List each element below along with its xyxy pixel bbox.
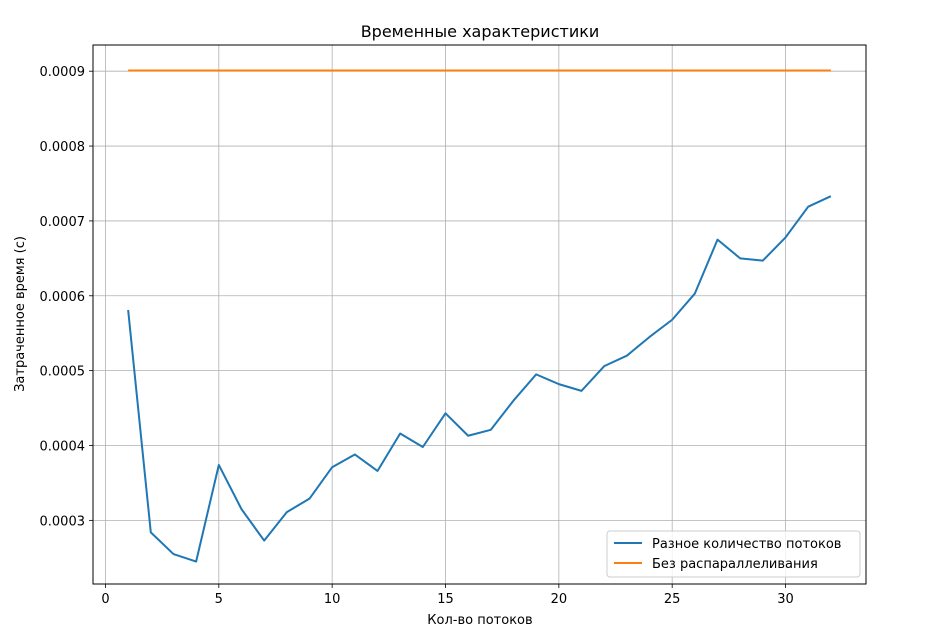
y-tick-label: 0.0003 [40,514,86,529]
legend-label-series-1: Без распараллеливания [652,557,818,572]
y-tick-label: 0.0006 [40,290,86,305]
x-tick-label: 20 [551,592,568,607]
x-tick-label: 30 [777,592,794,607]
y-tick-label: 0.0007 [40,215,86,230]
x-axis-label: Кол-во потоков [427,613,532,628]
y-tick-label: 0.0008 [40,140,86,155]
y-tick-label: 0.0004 [40,440,86,455]
axis-ticks: 0 5 10 15 20 25 30 0.0003 0.0004 0.0005 0.0006 0.00… [40,65,794,607]
y-tick-label: 0.0005 [40,365,86,380]
chart-title: Временные характеристики [361,22,600,41]
legend-box [606,530,861,578]
series-line-0 [127,195,832,563]
x-tick-label: 5 [215,592,223,607]
y-axis-label: Затраченное время (с) [13,236,28,392]
x-tick-label: 25 [664,592,681,607]
plot-frame [92,44,867,585]
x-tick-label: 0 [101,592,109,607]
legend: Разное количество потоков Без распаралле… [606,530,861,578]
y-tick-label: 0.0009 [40,65,86,80]
x-tick-label: 10 [324,592,341,607]
series-lines [127,69,832,563]
x-tick-label: 15 [437,592,454,607]
legend-label-series-0: Разное количество потоков [652,537,841,552]
